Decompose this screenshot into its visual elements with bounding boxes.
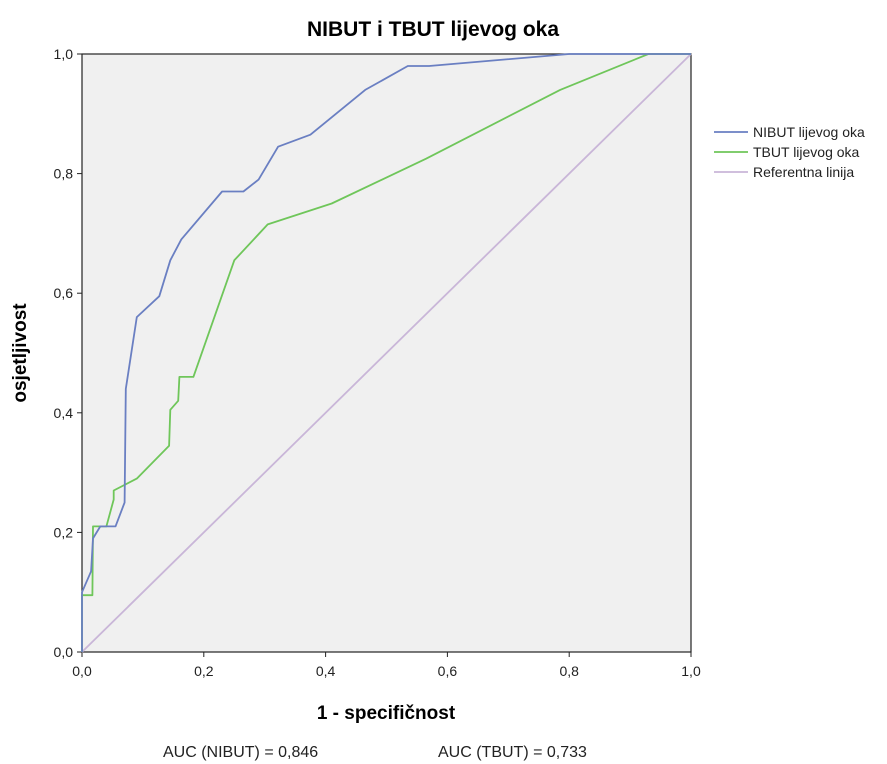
legend-label: TBUT lijevog oka	[753, 144, 860, 160]
legend-label: Referentna linija	[753, 164, 854, 180]
series-lines	[81, 53, 692, 653]
y-tick-label: 1,0	[54, 46, 74, 62]
x-tick-label: 0,0	[72, 663, 92, 679]
series-line-nibut-lijevog-oka	[81, 53, 691, 652]
y-axis-label: osjetljivost	[10, 303, 31, 403]
legend: NIBUT lijevog oka TBUT lijevog oka Referen…	[714, 124, 865, 180]
y-tick-label: 0,8	[54, 166, 74, 182]
y-tick-label: 0,4	[54, 405, 74, 421]
chart-title: NIBUT i TBUT lijevog oka	[307, 18, 559, 41]
y-tick-label: 0,6	[54, 285, 74, 301]
x-axis-label: 1 - specifičnost	[317, 703, 456, 724]
series-line-tbut-lijevog-oka	[81, 53, 691, 652]
x-tick-label: 1,0	[681, 663, 701, 679]
y-axis-ticks: 0,0 0,2 0,4 0,6 0,8 1,0	[54, 46, 82, 660]
x-tick-label: 0,8	[559, 663, 579, 679]
legend-label: NIBUT lijevog oka	[753, 124, 865, 140]
x-axis-ticks: 0,0 0,2 0,4 0,6 0,8 1,0	[72, 652, 701, 679]
x-tick-label: 0,2	[194, 663, 214, 679]
x-tick-label: 0,4	[316, 663, 336, 679]
auc-nibut-label: AUC (NIBUT) = 0,846	[163, 744, 318, 761]
y-tick-label: 0,0	[54, 644, 74, 660]
auc-tbut-label: AUC (TBUT) = 0,733	[438, 744, 587, 761]
series-line-referentna-linija	[81, 53, 692, 653]
y-tick-label: 0,2	[54, 524, 74, 540]
x-tick-label: 0,6	[438, 663, 458, 679]
